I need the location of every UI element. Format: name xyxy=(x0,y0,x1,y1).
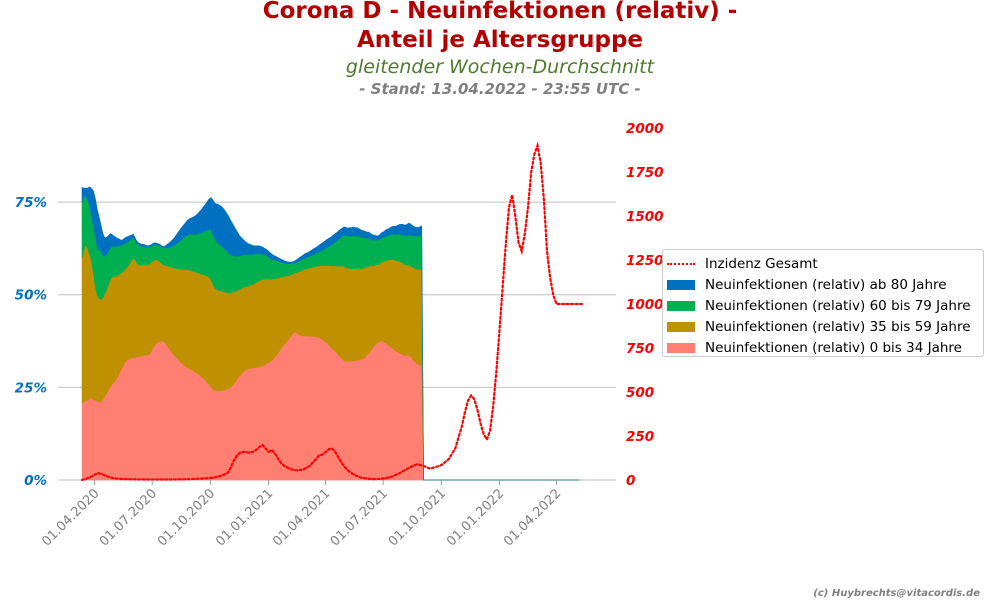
chart-title-line2: Anteil je Altersgruppe xyxy=(356,27,644,53)
incidence-line xyxy=(80,141,583,482)
x-tick-label: 01.10.2021 xyxy=(386,486,449,549)
chart-subtitle: gleitender Wochen-Durchschnitt xyxy=(345,56,655,78)
area-age-0-34 xyxy=(81,331,580,481)
legend-swatch-60-79 xyxy=(667,300,695,311)
legend-swatch-80plus xyxy=(667,279,695,290)
y-left-tick-label: 0% xyxy=(24,473,47,489)
x-tick-label: 01.10.2020 xyxy=(155,486,218,549)
x-tick-label: 01.04.2021 xyxy=(270,486,333,549)
legend-item-0-34: Neuinfektionen (relativ) 0 bis 34 Jahre xyxy=(667,337,983,358)
area-age-80plus xyxy=(81,186,580,481)
legend-swatch-incidence xyxy=(667,262,695,265)
legend-item-80plus: Neuinfektionen (relativ) ab 80 Jahre xyxy=(667,274,983,295)
x-tick-label: 01.01.2021 xyxy=(213,486,276,549)
y-left-tick-label: 50% xyxy=(15,288,47,304)
y-right-tick-label: 1500 xyxy=(626,209,664,225)
copyright-credit: (c) Huybrechts@vitacordis.de xyxy=(813,588,980,599)
y-right-tick-label: 750 xyxy=(626,341,654,357)
incidence-line-layer xyxy=(80,141,583,482)
legend-label-35-59: Neuinfektionen (relativ) 35 bis 59 Jahre xyxy=(705,318,971,335)
y-left-tick-label: 75% xyxy=(15,195,47,211)
legend: Inzidenz Gesamt Neuinfektionen (relativ)… xyxy=(662,249,984,357)
legend-swatch-0-34 xyxy=(667,342,695,353)
x-tick-label: 01.04.2022 xyxy=(501,486,564,549)
y-left-tick-label: 25% xyxy=(15,380,47,396)
x-tick-label: 01.07.2020 xyxy=(97,486,160,549)
legend-item-incidence: Inzidenz Gesamt xyxy=(667,253,983,274)
legend-label-60-79: Neuinfektionen (relativ) 60 bis 79 Jahre xyxy=(705,297,971,314)
chart-timestamp: - Stand: 13.04.2022 - 23:55 UTC - xyxy=(359,80,641,98)
y-right-tick-label: 1250 xyxy=(626,253,664,269)
chart-title-line1: Corona D - Neuinfektionen (relativ) - xyxy=(262,0,738,24)
y-right-tick-label: 500 xyxy=(626,385,654,401)
y-right-tick-label: 0 xyxy=(626,473,635,489)
y-right-tick-label: 2000 xyxy=(626,121,664,137)
legend-label-0-34: Neuinfektionen (relativ) 0 bis 34 Jahre xyxy=(705,339,962,356)
legend-item-35-59: Neuinfektionen (relativ) 35 bis 59 Jahre xyxy=(667,316,983,337)
y-right-tick-label: 250 xyxy=(626,429,654,445)
legend-label-incidence: Inzidenz Gesamt xyxy=(705,255,818,272)
legend-label-80plus: Neuinfektionen (relativ) ab 80 Jahre xyxy=(705,276,947,293)
legend-swatch-35-59 xyxy=(667,321,695,332)
y-right-tick-label: 1750 xyxy=(626,165,664,181)
stacked-areas xyxy=(81,186,580,481)
y-right-tick-label: 1000 xyxy=(626,297,664,313)
x-tick-label: 01.01.2022 xyxy=(444,486,507,549)
legend-item-60-79: Neuinfektionen (relativ) 60 bis 79 Jahre xyxy=(667,295,983,316)
x-tick-label: 01.04.2020 xyxy=(39,486,102,549)
x-tick-label: 01.07.2021 xyxy=(328,486,391,549)
